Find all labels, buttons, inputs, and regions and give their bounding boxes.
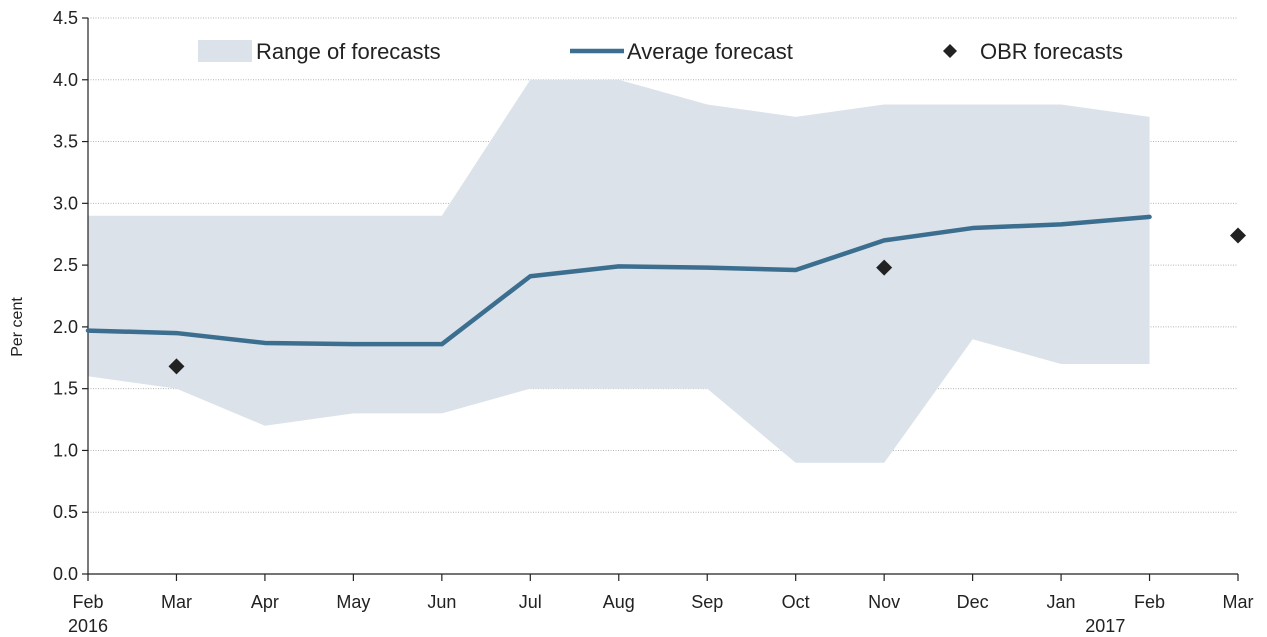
x-year-label: 2016 <box>68 616 108 636</box>
x-tick-label: May <box>336 592 370 612</box>
average-forecast-line <box>85 214 1152 347</box>
x-tick-label: Jan <box>1047 592 1076 612</box>
x-tick-label: Aug <box>603 592 635 612</box>
y-tick-label: 3.0 <box>53 193 78 213</box>
x-tick-label: Mar <box>1223 592 1254 612</box>
legend-label-range: Range of forecasts <box>256 39 441 64</box>
range-area-layer <box>88 79 1150 463</box>
x-tick-label: Feb <box>72 592 103 612</box>
y-tick-label: 2.0 <box>53 317 78 337</box>
y-tick-label: 2.5 <box>53 255 78 275</box>
obr-points-layer <box>168 227 1246 375</box>
x-year-label: 2017 <box>1085 616 1125 636</box>
x-tick-label: Sep <box>691 592 723 612</box>
y-axis-title: Per cent <box>9 297 26 357</box>
legend-swatch-obr <box>943 44 957 58</box>
x-tick-label: Mar <box>161 592 192 612</box>
legend-label-obr: OBR forecasts <box>980 39 1123 64</box>
obr-forecast-point <box>168 358 185 375</box>
range-of-forecasts-area <box>88 79 1150 463</box>
obr-forecast-point <box>1230 227 1246 244</box>
x-tick-label: Feb <box>1134 592 1165 612</box>
axes: 0.0 0.5 1.0 1.5 2.0 2.5 3.0 3.5 4.0 4.5 Feb Mar Apr M… <box>53 8 1254 636</box>
x-tick-label: Apr <box>251 592 279 612</box>
obr-forecast-point <box>876 259 893 276</box>
legend-swatch-range <box>198 40 252 62</box>
y-tick-label: 4.0 <box>53 70 78 90</box>
y-tick-label: 0.5 <box>53 502 78 522</box>
average-line-layer <box>85 214 1152 347</box>
x-tick-label: Nov <box>868 592 900 612</box>
y-tick-label: 4.5 <box>53 8 78 28</box>
x-tick-label: Jun <box>427 592 456 612</box>
y-tick-label: 1.0 <box>53 440 78 460</box>
legend-label-average: Average forecast <box>627 39 793 64</box>
y-tick-label: 1.5 <box>53 379 78 399</box>
x-tick-label: Dec <box>957 592 989 612</box>
y-tick-label: 0.0 <box>53 564 78 584</box>
x-tick-label: Oct <box>782 592 810 612</box>
y-tick-label: 3.5 <box>53 132 78 152</box>
x-tick-label: Jul <box>519 592 542 612</box>
legend: Range of forecasts Average forecast OBR fo… <box>198 39 1123 64</box>
